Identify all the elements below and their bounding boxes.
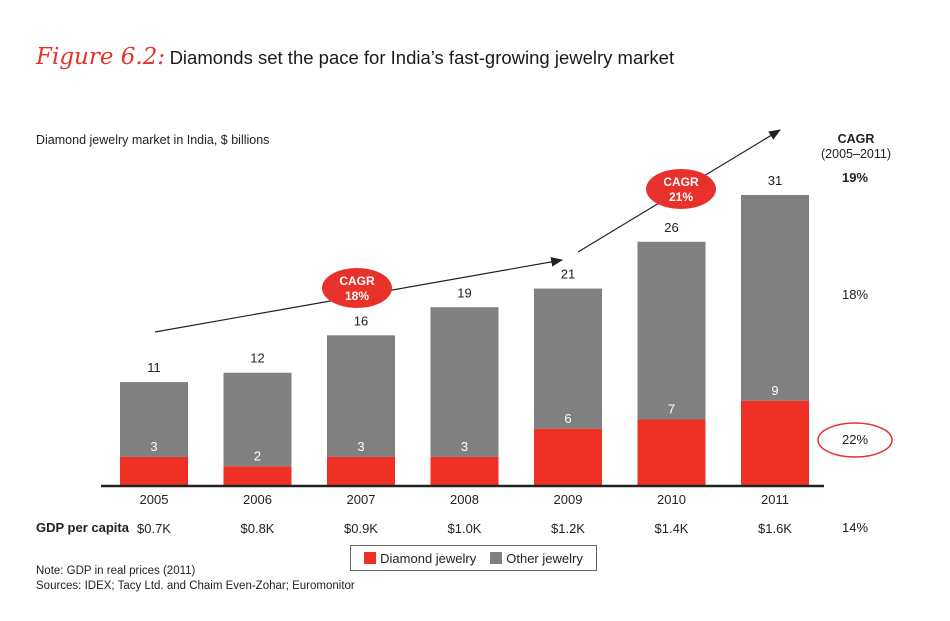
- cagr-bubble-title: CAGR: [663, 175, 699, 189]
- x-tick-label: 2008: [450, 492, 479, 507]
- figure-title-row: Figure 6.2: Diamonds set the pace for In…: [36, 44, 674, 70]
- legend-label-diamond: Diamond jewelry: [380, 550, 477, 566]
- x-tick-label: 2005: [140, 492, 169, 507]
- notes: Note: GDP in real prices (2011) Sources:…: [36, 564, 355, 594]
- bar-other-segment: [430, 307, 499, 457]
- cagr-total-value: 19%: [841, 170, 869, 185]
- legend-item-diamond: Diamond jewelry: [364, 551, 476, 566]
- bar-diamond-segment: [223, 466, 292, 485]
- gdp-value: $1.4K: [655, 521, 689, 536]
- cagr-bubble-value: 18%: [345, 289, 369, 303]
- legend-label-other: Other jewelry: [506, 550, 583, 566]
- legend-swatch-diamond: [364, 552, 377, 564]
- legend-swatch-other: [490, 552, 503, 564]
- bar-diamond-segment: [741, 400, 809, 485]
- bar-total-label: 12: [250, 351, 264, 366]
- x-tick-label: 2009: [554, 492, 583, 507]
- bar-total-label: 16: [354, 313, 368, 328]
- bar-diamond-segment: [120, 456, 188, 485]
- cagr-header-period: (2005–2011): [821, 147, 891, 161]
- bar-total-label: 26: [664, 220, 678, 235]
- cagr-diamond-value: 22%: [841, 432, 869, 447]
- cagr-bubble: [322, 268, 392, 308]
- chart-legend: Diamond jewelry Other jewelry: [350, 545, 597, 571]
- gdp-per-capita-label: GDP per capita: [36, 520, 129, 535]
- gdp-value: $0.9K: [344, 521, 378, 536]
- bar-diamond-label: 3: [150, 439, 157, 454]
- bar-other-segment: [327, 335, 395, 457]
- bar-total-label: 31: [768, 173, 782, 188]
- chart-subtitle: Diamond jewelry market in India, $ billi…: [36, 133, 270, 147]
- bar-diamond-segment: [637, 419, 706, 485]
- bar-diamond-label: 2: [254, 448, 261, 463]
- bar-diamond-label: 9: [771, 383, 778, 398]
- bar-total-label: 19: [457, 285, 471, 300]
- cagr-bubble-value: 21%: [669, 190, 693, 204]
- gdp-value: $1.6K: [758, 521, 792, 536]
- gdp-value: $1.0K: [448, 521, 482, 536]
- bar-other-segment: [637, 241, 706, 420]
- x-tick-label: 2011: [761, 492, 789, 507]
- bar-diamond-label: 3: [461, 439, 468, 454]
- x-tick-label: 2010: [657, 492, 686, 507]
- figure-title: Diamonds set the pace for India’s fast-g…: [169, 47, 675, 68]
- bar-other-segment: [223, 372, 292, 467]
- bar-diamond-label: 6: [564, 411, 571, 426]
- bar-other-segment: [741, 195, 809, 401]
- x-tick-label: 2007: [347, 492, 376, 507]
- bar-total-label: 21: [561, 267, 575, 282]
- cagr-other-value: 18%: [841, 287, 869, 302]
- bar-total-label: 11: [147, 360, 161, 375]
- bar-diamond-label: 3: [357, 439, 364, 454]
- cagr-header: CAGR (2005–2011): [790, 132, 922, 162]
- cagr-header-title: CAGR: [837, 132, 875, 146]
- cagr-bubble: [646, 169, 716, 209]
- cagr-gdp-value: 14%: [841, 520, 869, 535]
- bar-diamond-segment: [534, 428, 602, 485]
- bar-other-segment: [120, 382, 188, 457]
- x-tick-label: 2006: [243, 492, 272, 507]
- gdp-value: $0.7K: [137, 521, 171, 536]
- legend-item-other: Other jewelry: [490, 551, 583, 566]
- gdp-value: $1.2K: [551, 521, 585, 536]
- gdp-value: $0.8K: [241, 521, 275, 536]
- bar-other-segment: [534, 288, 602, 429]
- highlight-circle: [817, 422, 893, 458]
- figure-label: Figure 6.2:: [36, 44, 166, 70]
- sources-line: Sources: IDEX; Tacy Ltd. and Chaim Even-…: [36, 580, 355, 592]
- note-line: Note: GDP in real prices (2011): [36, 565, 196, 577]
- cagr-bubble-title: CAGR: [339, 274, 375, 288]
- bar-diamond-segment: [430, 456, 499, 485]
- bar-diamond-segment: [327, 456, 395, 485]
- bar-diamond-label: 7: [668, 402, 675, 417]
